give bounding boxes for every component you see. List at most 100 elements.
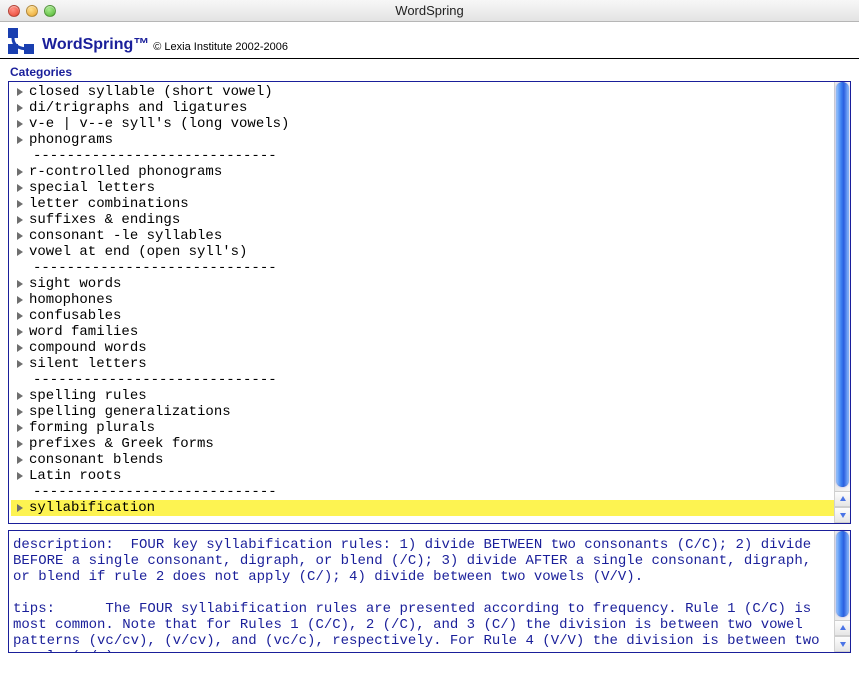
scrollbar-thumb[interactable]	[836, 531, 849, 617]
categories-panel: closed syllable (short vowel)di/trigraph…	[8, 81, 851, 524]
category-separator: -----------------------------	[11, 260, 834, 276]
close-window-button[interactable]	[8, 5, 20, 17]
category-item[interactable]: compound words	[11, 340, 834, 356]
category-item[interactable]: sight words	[11, 276, 834, 292]
scrollbar-thumb[interactable]	[836, 82, 849, 487]
category-item[interactable]: spelling generalizations	[11, 404, 834, 420]
category-item[interactable]: special letters	[11, 180, 834, 196]
category-label: spelling rules	[29, 388, 147, 404]
category-label: syllabification	[29, 500, 155, 516]
category-label: special letters	[29, 180, 155, 196]
category-label: vowel at end (open syll's)	[29, 244, 247, 260]
disclosure-triangle-icon[interactable]	[15, 407, 25, 417]
disclosure-triangle-icon[interactable]	[15, 343, 25, 353]
disclosure-triangle-icon[interactable]	[15, 215, 25, 225]
category-label: compound words	[29, 340, 147, 356]
category-item[interactable]: prefixes & Greek forms	[11, 436, 834, 452]
minimize-window-button[interactable]	[26, 5, 38, 17]
scroll-up-button[interactable]	[835, 491, 850, 507]
disclosure-triangle-icon[interactable]	[15, 471, 25, 481]
disclosure-triangle-icon[interactable]	[15, 231, 25, 241]
disclosure-triangle-icon[interactable]	[15, 135, 25, 145]
category-item[interactable]: consonant -le syllables	[11, 228, 834, 244]
categories-list[interactable]: closed syllable (short vowel)di/trigraph…	[9, 82, 834, 523]
category-item[interactable]: r-controlled phonograms	[11, 164, 834, 180]
category-label: di/trigraphs and ligatures	[29, 100, 247, 116]
category-item[interactable]: letter combinations	[11, 196, 834, 212]
category-item[interactable]: phonograms	[11, 132, 834, 148]
category-item[interactable]: Latin roots	[11, 468, 834, 484]
tips-line: tips: The FOUR syllabification rules are…	[13, 601, 828, 652]
description-text: description: FOUR key syllabification ru…	[9, 531, 834, 652]
category-item[interactable]: homophones	[11, 292, 834, 308]
category-separator: -----------------------------	[11, 372, 834, 388]
category-item[interactable]: v-e | v--e syll's (long vowels)	[11, 116, 834, 132]
description-panel: description: FOUR key syllabification ru…	[8, 530, 851, 653]
category-label: consonant -le syllables	[29, 228, 222, 244]
scrollbar-track[interactable]	[835, 531, 850, 620]
disclosure-triangle-icon[interactable]	[15, 439, 25, 449]
category-label: v-e | v--e syll's (long vowels)	[29, 116, 289, 132]
disclosure-triangle-icon[interactable]	[15, 167, 25, 177]
category-label: word families	[29, 324, 138, 340]
category-label: silent letters	[29, 356, 147, 372]
category-item[interactable]: spelling rules	[11, 388, 834, 404]
disclosure-triangle-icon[interactable]	[15, 391, 25, 401]
disclosure-triangle-icon[interactable]	[15, 423, 25, 433]
category-label: consonant blends	[29, 452, 163, 468]
scrollbar-track[interactable]	[835, 82, 850, 491]
disclosure-triangle-icon[interactable]	[15, 119, 25, 129]
disclosure-triangle-icon[interactable]	[15, 247, 25, 257]
zoom-window-button[interactable]	[44, 5, 56, 17]
category-item[interactable]: suffixes & endings	[11, 212, 834, 228]
category-label: suffixes & endings	[29, 212, 180, 228]
category-item[interactable]: silent letters	[11, 356, 834, 372]
app-logo-icon	[6, 26, 36, 56]
disclosure-triangle-icon[interactable]	[15, 455, 25, 465]
disclosure-triangle-icon[interactable]	[15, 295, 25, 305]
category-item[interactable]: di/trigraphs and ligatures	[11, 100, 834, 116]
category-item[interactable]: syllabification	[11, 500, 834, 516]
category-separator: -----------------------------	[11, 484, 834, 500]
category-item[interactable]: forming plurals	[11, 420, 834, 436]
disclosure-triangle-icon[interactable]	[15, 87, 25, 97]
scroll-up-button[interactable]	[835, 620, 850, 636]
disclosure-triangle-icon[interactable]	[15, 103, 25, 113]
brand-copyright: © Lexia Institute 2002-2006	[153, 41, 288, 56]
disclosure-triangle-icon[interactable]	[15, 311, 25, 321]
window-titlebar: WordSpring	[0, 0, 859, 22]
category-label: phonograms	[29, 132, 113, 148]
category-item[interactable]: consonant blends	[11, 452, 834, 468]
category-separator: -----------------------------	[11, 148, 834, 164]
disclosure-triangle-icon[interactable]	[15, 183, 25, 193]
category-label: homophones	[29, 292, 113, 308]
category-label: sight words	[29, 276, 121, 292]
category-label: closed syllable (short vowel)	[29, 84, 273, 100]
category-label: Latin roots	[29, 468, 121, 484]
window-title: WordSpring	[0, 3, 859, 18]
disclosure-triangle-icon[interactable]	[15, 503, 25, 513]
category-label: r-controlled phonograms	[29, 164, 222, 180]
disclosure-triangle-icon[interactable]	[15, 279, 25, 289]
category-label: letter combinations	[29, 196, 189, 212]
scroll-down-button[interactable]	[835, 636, 850, 652]
category-label: spelling generalizations	[29, 404, 231, 420]
category-item[interactable]: word families	[11, 324, 834, 340]
category-item[interactable]: vowel at end (open syll's)	[11, 244, 834, 260]
category-item[interactable]: confusables	[11, 308, 834, 324]
description-line: description: FOUR key syllabification ru…	[13, 537, 820, 585]
disclosure-triangle-icon[interactable]	[15, 199, 25, 209]
category-item[interactable]: closed syllable (short vowel)	[11, 84, 834, 100]
category-label: forming plurals	[29, 420, 155, 436]
app-header: WordSpring™ © Lexia Institute 2002-2006	[0, 22, 859, 59]
scroll-down-button[interactable]	[835, 507, 850, 523]
categories-label: Categories	[0, 59, 859, 81]
brand-name: WordSpring™	[42, 36, 149, 56]
categories-scrollbar[interactable]	[834, 82, 850, 523]
disclosure-triangle-icon[interactable]	[15, 327, 25, 337]
category-label: prefixes & Greek forms	[29, 436, 214, 452]
disclosure-triangle-icon[interactable]	[15, 359, 25, 369]
category-label: confusables	[29, 308, 121, 324]
description-scrollbar[interactable]	[834, 531, 850, 652]
traffic-lights	[0, 5, 56, 17]
